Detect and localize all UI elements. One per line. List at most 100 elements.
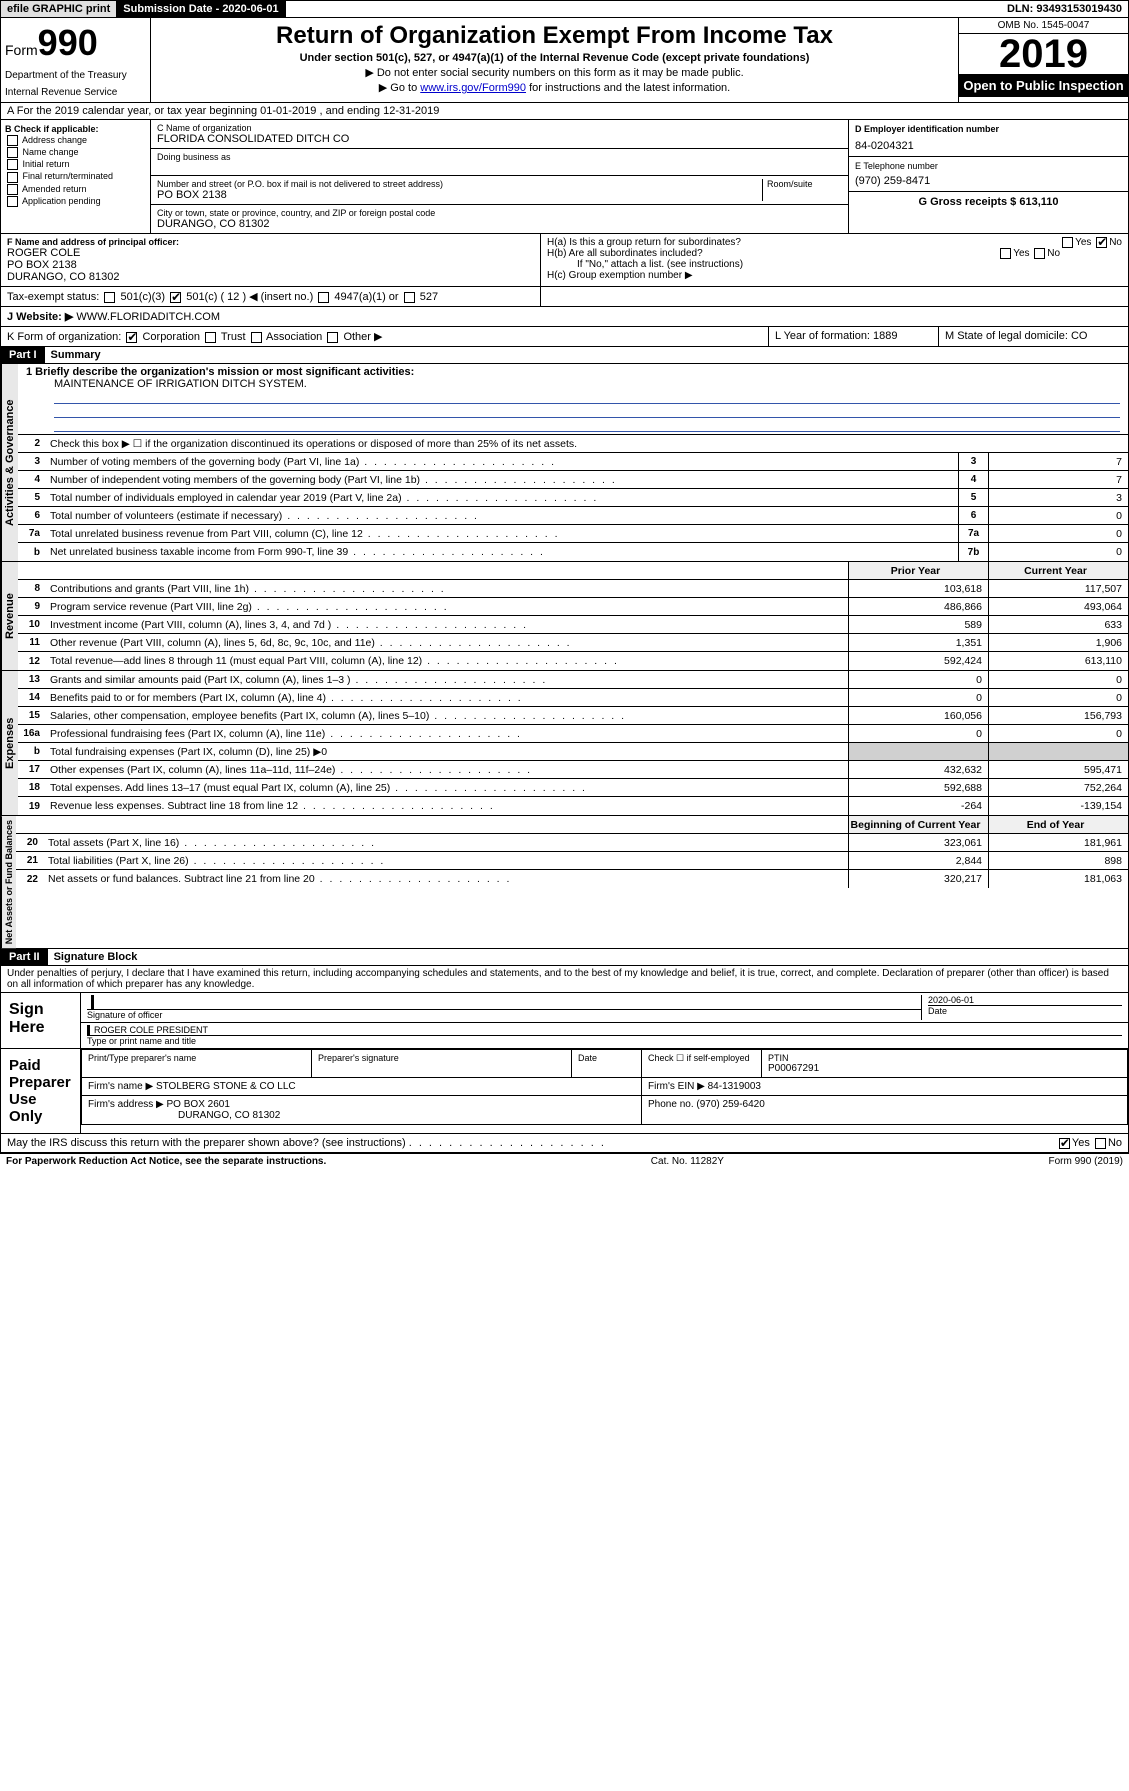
- col-c-org-info: C Name of organization FLORIDA CONSOLIDA…: [151, 120, 848, 233]
- cb-4947[interactable]: [318, 292, 329, 303]
- signature-section: Sign Here Signature of officer 2020-06-0…: [0, 993, 1129, 1049]
- line-5: 5 Total number of individuals employed i…: [18, 489, 1128, 507]
- col-d-right: D Employer identification number 84-0204…: [848, 120, 1128, 233]
- hc-exemption: H(c) Group exemption number ▶: [547, 270, 1122, 281]
- footer: For Paperwork Reduction Act Notice, see …: [0, 1153, 1129, 1169]
- tax-year: 2019: [959, 34, 1128, 74]
- line-9: 9 Program service revenue (Part VIII, li…: [18, 598, 1128, 616]
- line-3: 3 Number of voting members of the govern…: [18, 453, 1128, 471]
- line-19: 19 Revenue less expenses. Subtract line …: [18, 797, 1128, 815]
- cb-discuss-yes[interactable]: [1059, 1138, 1070, 1149]
- tab-netassets: Net Assets or Fund Balances: [1, 816, 16, 948]
- part1-body: Activities & Governance 1 Briefly descri…: [0, 364, 1129, 562]
- org-city: DURANGO, CO 81302: [157, 218, 842, 230]
- line-18: 18 Total expenses. Add lines 13–17 (must…: [18, 779, 1128, 797]
- col-b-checkboxes: B Check if applicable: Address change Na…: [1, 120, 151, 233]
- line-8: 8 Contributions and grants (Part VIII, l…: [18, 580, 1128, 598]
- sign-here-label: Sign Here: [1, 993, 81, 1048]
- submission-date: Submission Date - 2020-06-01: [117, 1, 285, 17]
- gross-receipts: G Gross receipts $ 613,110: [849, 192, 1128, 212]
- officer-addr1: PO BOX 2138: [7, 259, 534, 271]
- tab-revenue: Revenue: [1, 562, 18, 670]
- officer-addr2: DURANGO, CO 81302: [7, 271, 534, 283]
- top-bar: efile GRAPHIC print Submission Date - 20…: [0, 0, 1129, 18]
- cb-app-pending[interactable]: Application pending: [5, 196, 146, 207]
- cb-corp[interactable]: [126, 332, 137, 343]
- part2-header: Part II Signature Block: [0, 949, 1129, 966]
- line-22: 22 Net assets or fund balances. Subtract…: [16, 870, 1128, 888]
- cb-trust[interactable]: [205, 332, 216, 343]
- firm-name: STOLBERG STONE & CO LLC: [156, 1081, 296, 1092]
- goto-note: ▶ Go to www.irs.gov/Form990 for instruct…: [155, 81, 954, 94]
- officer-name: ROGER COLE: [7, 247, 534, 259]
- cb-501c3[interactable]: [104, 292, 115, 303]
- cb-address-change[interactable]: Address change: [5, 135, 146, 146]
- line-4: 4 Number of independent voting members o…: [18, 471, 1128, 489]
- discuss-row: May the IRS discuss this return with the…: [0, 1134, 1129, 1153]
- line-11: 11 Other revenue (Part VIII, column (A),…: [18, 634, 1128, 652]
- firm-addr: PO BOX 2601: [167, 1099, 230, 1110]
- year-formation: L Year of formation: 1889: [768, 327, 938, 346]
- hb-subordinates: H(b) Are all subordinates included? Yes …: [547, 248, 1122, 259]
- ha-group-return: H(a) Is this a group return for subordin…: [547, 237, 1122, 248]
- dba-label: Doing business as: [157, 152, 842, 162]
- open-public: Open to Public Inspection: [959, 74, 1128, 97]
- sign-date: 2020-06-01: [928, 995, 1122, 1005]
- cb-527[interactable]: [404, 292, 415, 303]
- row-tax-status: Tax-exempt status: 501(c)(3) 501(c) ( 12…: [0, 287, 1129, 307]
- dept-treasury: Department of the Treasury: [5, 64, 146, 81]
- firm-phone: (970) 259-6420: [696, 1099, 764, 1110]
- ptin: P00067291: [768, 1063, 1121, 1074]
- paid-prep-label: Paid Preparer Use Only: [1, 1049, 81, 1133]
- penalties-text: Under penalties of perjury, I declare th…: [0, 966, 1129, 993]
- form-number: Form990: [5, 22, 146, 64]
- telephone: (970) 259-8471: [855, 175, 1122, 187]
- cb-initial-return[interactable]: Initial return: [5, 159, 146, 170]
- line-b: b Total fundraising expenses (Part IX, c…: [18, 743, 1128, 761]
- org-name: FLORIDA CONSOLIDATED DITCH CO: [157, 133, 842, 145]
- state-domicile: M State of legal domicile: CO: [938, 327, 1128, 346]
- form-subtitle: Under section 501(c), 527, or 4947(a)(1)…: [155, 52, 954, 64]
- line-14: 14 Benefits paid to or for members (Part…: [18, 689, 1128, 707]
- line-10: 10 Investment income (Part VIII, column …: [18, 616, 1128, 634]
- line-16a: 16a Professional fundraising fees (Part …: [18, 725, 1128, 743]
- line-7a: 7a Total unrelated business revenue from…: [18, 525, 1128, 543]
- paid-preparer-section: Paid Preparer Use Only Print/Type prepar…: [0, 1049, 1129, 1134]
- line-17: 17 Other expenses (Part IX, column (A), …: [18, 761, 1128, 779]
- cb-assoc[interactable]: [251, 332, 262, 343]
- tab-governance: Activities & Governance: [1, 364, 18, 561]
- dln: DLN: 93493153019430: [1001, 1, 1128, 17]
- ein: 84-0204321: [855, 140, 1122, 152]
- section-bcd: B Check if applicable: Address change Na…: [0, 120, 1129, 234]
- form-title: Return of Organization Exempt From Incom…: [155, 22, 954, 50]
- form-header: Form990 Department of the Treasury Inter…: [0, 18, 1129, 103]
- row-website: J Website: ▶ WWW.FLORIDADITCH.COM: [0, 307, 1129, 327]
- preparer-table: Print/Type preparer's name Preparer's si…: [81, 1049, 1128, 1125]
- line-21: 21 Total liabilities (Part X, line 26) 2…: [16, 852, 1128, 870]
- website-url[interactable]: WWW.FLORIDADITCH.COM: [76, 311, 220, 323]
- row-k: K Form of organization: Corporation Trus…: [0, 327, 1129, 347]
- officer-print-name: ROGER COLE PRESIDENT: [87, 1025, 1122, 1035]
- line-7b: b Net unrelated business taxable income …: [18, 543, 1128, 561]
- cb-amended[interactable]: Amended return: [5, 184, 146, 195]
- cb-final-return[interactable]: Final return/terminated: [5, 171, 146, 182]
- line-6: 6 Total number of volunteers (estimate i…: [18, 507, 1128, 525]
- netassets-section: Net Assets or Fund Balances Beginning of…: [0, 816, 1129, 949]
- irs-link[interactable]: www.irs.gov/Form990: [420, 82, 526, 94]
- mission-text: MAINTENANCE OF IRRIGATION DITCH SYSTEM.: [54, 378, 1120, 390]
- org-address: PO BOX 2138: [157, 189, 762, 201]
- cb-discuss-no[interactable]: [1095, 1138, 1106, 1149]
- line-15: 15 Salaries, other compensation, employe…: [18, 707, 1128, 725]
- expenses-section: Expenses 13 Grants and similar amounts p…: [0, 671, 1129, 816]
- cb-name-change[interactable]: Name change: [5, 147, 146, 158]
- line-20: 20 Total assets (Part X, line 16) 323,06…: [16, 834, 1128, 852]
- cb-other[interactable]: [327, 332, 338, 343]
- cb-501c[interactable]: [170, 292, 181, 303]
- line-13: 13 Grants and similar amounts paid (Part…: [18, 671, 1128, 689]
- row-a-period: A For the 2019 calendar year, or tax yea…: [0, 103, 1129, 120]
- ssn-note: ▶ Do not enter social security numbers o…: [155, 66, 954, 79]
- irs-label: Internal Revenue Service: [5, 81, 146, 98]
- part1-header: Part I Summary: [0, 347, 1129, 364]
- efile-label[interactable]: efile GRAPHIC print: [1, 1, 117, 17]
- revenue-section: Revenue Prior YearCurrent Year 8 Contrib…: [0, 562, 1129, 671]
